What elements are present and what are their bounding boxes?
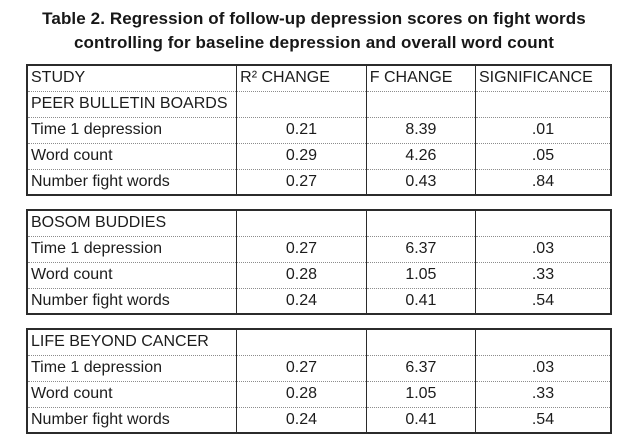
row-label: Number fight words [26, 287, 238, 315]
f-change-value: 0.41 [365, 287, 476, 315]
table-row: Time 1 depression 0.27 6.37 .03 [26, 235, 612, 263]
f-change-value: 6.37 [365, 354, 476, 382]
f-change-value: 0.43 [365, 168, 476, 196]
r2-change-value: 0.28 [236, 380, 367, 408]
table-life-beyond-cancer: LIFE BEYOND CANCER Time 1 depression 0.2… [26, 328, 612, 434]
table-bosom-buddies: BOSOM BUDDIES Time 1 depression 0.27 6.3… [26, 209, 612, 315]
table-row: Word count 0.28 1.05 .33 [26, 380, 612, 408]
significance-value: .03 [474, 235, 612, 263]
r2-change-value: 0.29 [236, 142, 367, 170]
r2-change-value: 0.27 [236, 354, 367, 382]
significance-value: .33 [474, 380, 612, 408]
row-label: Number fight words [26, 168, 238, 196]
row-label: Time 1 depression [26, 354, 238, 382]
f-change-value: 4.26 [365, 142, 476, 170]
empty-cell [474, 90, 612, 118]
f-change-value: 1.05 [365, 261, 476, 289]
empty-cell [236, 209, 367, 237]
column-header-r2-change: R² CHANGE [236, 64, 367, 92]
row-label: Word count [26, 142, 238, 170]
row-label: Time 1 depression [26, 235, 238, 263]
table-title-line1: Table 2. Regression of follow-up depress… [42, 9, 586, 28]
header-row: STUDY R² CHANGE F CHANGE SIGNIFICANCE [26, 64, 612, 92]
table-row: Time 1 depression 0.27 6.37 .03 [26, 354, 612, 382]
f-change-value: 1.05 [365, 380, 476, 408]
tables-container: STUDY R² CHANGE F CHANGE SIGNIFICANCE PE… [26, 64, 612, 434]
section-title-row: LIFE BEYOND CANCER [26, 328, 612, 356]
table-peer-bulletin-boards: STUDY R² CHANGE F CHANGE SIGNIFICANCE PE… [26, 64, 612, 196]
column-header-study: STUDY [26, 64, 238, 92]
r2-change-value: 0.28 [236, 261, 367, 289]
table-row: Number fight words 0.24 0.41 .54 [26, 287, 612, 315]
r2-change-value: 0.24 [236, 406, 367, 434]
column-header-f-change: F CHANGE [365, 64, 476, 92]
significance-value: .33 [474, 261, 612, 289]
column-header-significance: SIGNIFICANCE [474, 64, 612, 92]
f-change-value: 6.37 [365, 235, 476, 263]
table-title: Table 2. Regression of follow-up depress… [0, 0, 628, 55]
f-change-value: 0.41 [365, 406, 476, 434]
empty-cell [365, 328, 476, 356]
table-row: Number fight words 0.27 0.43 .84 [26, 168, 612, 196]
table-title-line2: controlling for baseline depression and … [74, 33, 554, 52]
table-row: Time 1 depression 0.21 8.39 .01 [26, 116, 612, 144]
empty-cell [236, 328, 367, 356]
section-name: BOSOM BUDDIES [26, 209, 238, 237]
significance-value: .84 [474, 168, 612, 196]
table-row: Word count 0.29 4.26 .05 [26, 142, 612, 170]
empty-cell [236, 90, 367, 118]
section-title-row: PEER BULLETIN BOARDS [26, 90, 612, 118]
table-row: Word count 0.28 1.05 .33 [26, 261, 612, 289]
section-title-row: BOSOM BUDDIES [26, 209, 612, 237]
empty-cell [365, 90, 476, 118]
section-name: LIFE BEYOND CANCER [26, 328, 238, 356]
f-change-value: 8.39 [365, 116, 476, 144]
table-row: Number fight words 0.24 0.41 .54 [26, 406, 612, 434]
row-label: Number fight words [26, 406, 238, 434]
empty-cell [365, 209, 476, 237]
section-name: PEER BULLETIN BOARDS [26, 90, 238, 118]
empty-cell [474, 328, 612, 356]
significance-value: .54 [474, 406, 612, 434]
row-label: Time 1 depression [26, 116, 238, 144]
significance-value: .03 [474, 354, 612, 382]
r2-change-value: 0.21 [236, 116, 367, 144]
r2-change-value: 0.27 [236, 235, 367, 263]
row-label: Word count [26, 261, 238, 289]
significance-value: .54 [474, 287, 612, 315]
significance-value: .05 [474, 142, 612, 170]
r2-change-value: 0.24 [236, 287, 367, 315]
r2-change-value: 0.27 [236, 168, 367, 196]
row-label: Word count [26, 380, 238, 408]
significance-value: .01 [474, 116, 612, 144]
empty-cell [474, 209, 612, 237]
